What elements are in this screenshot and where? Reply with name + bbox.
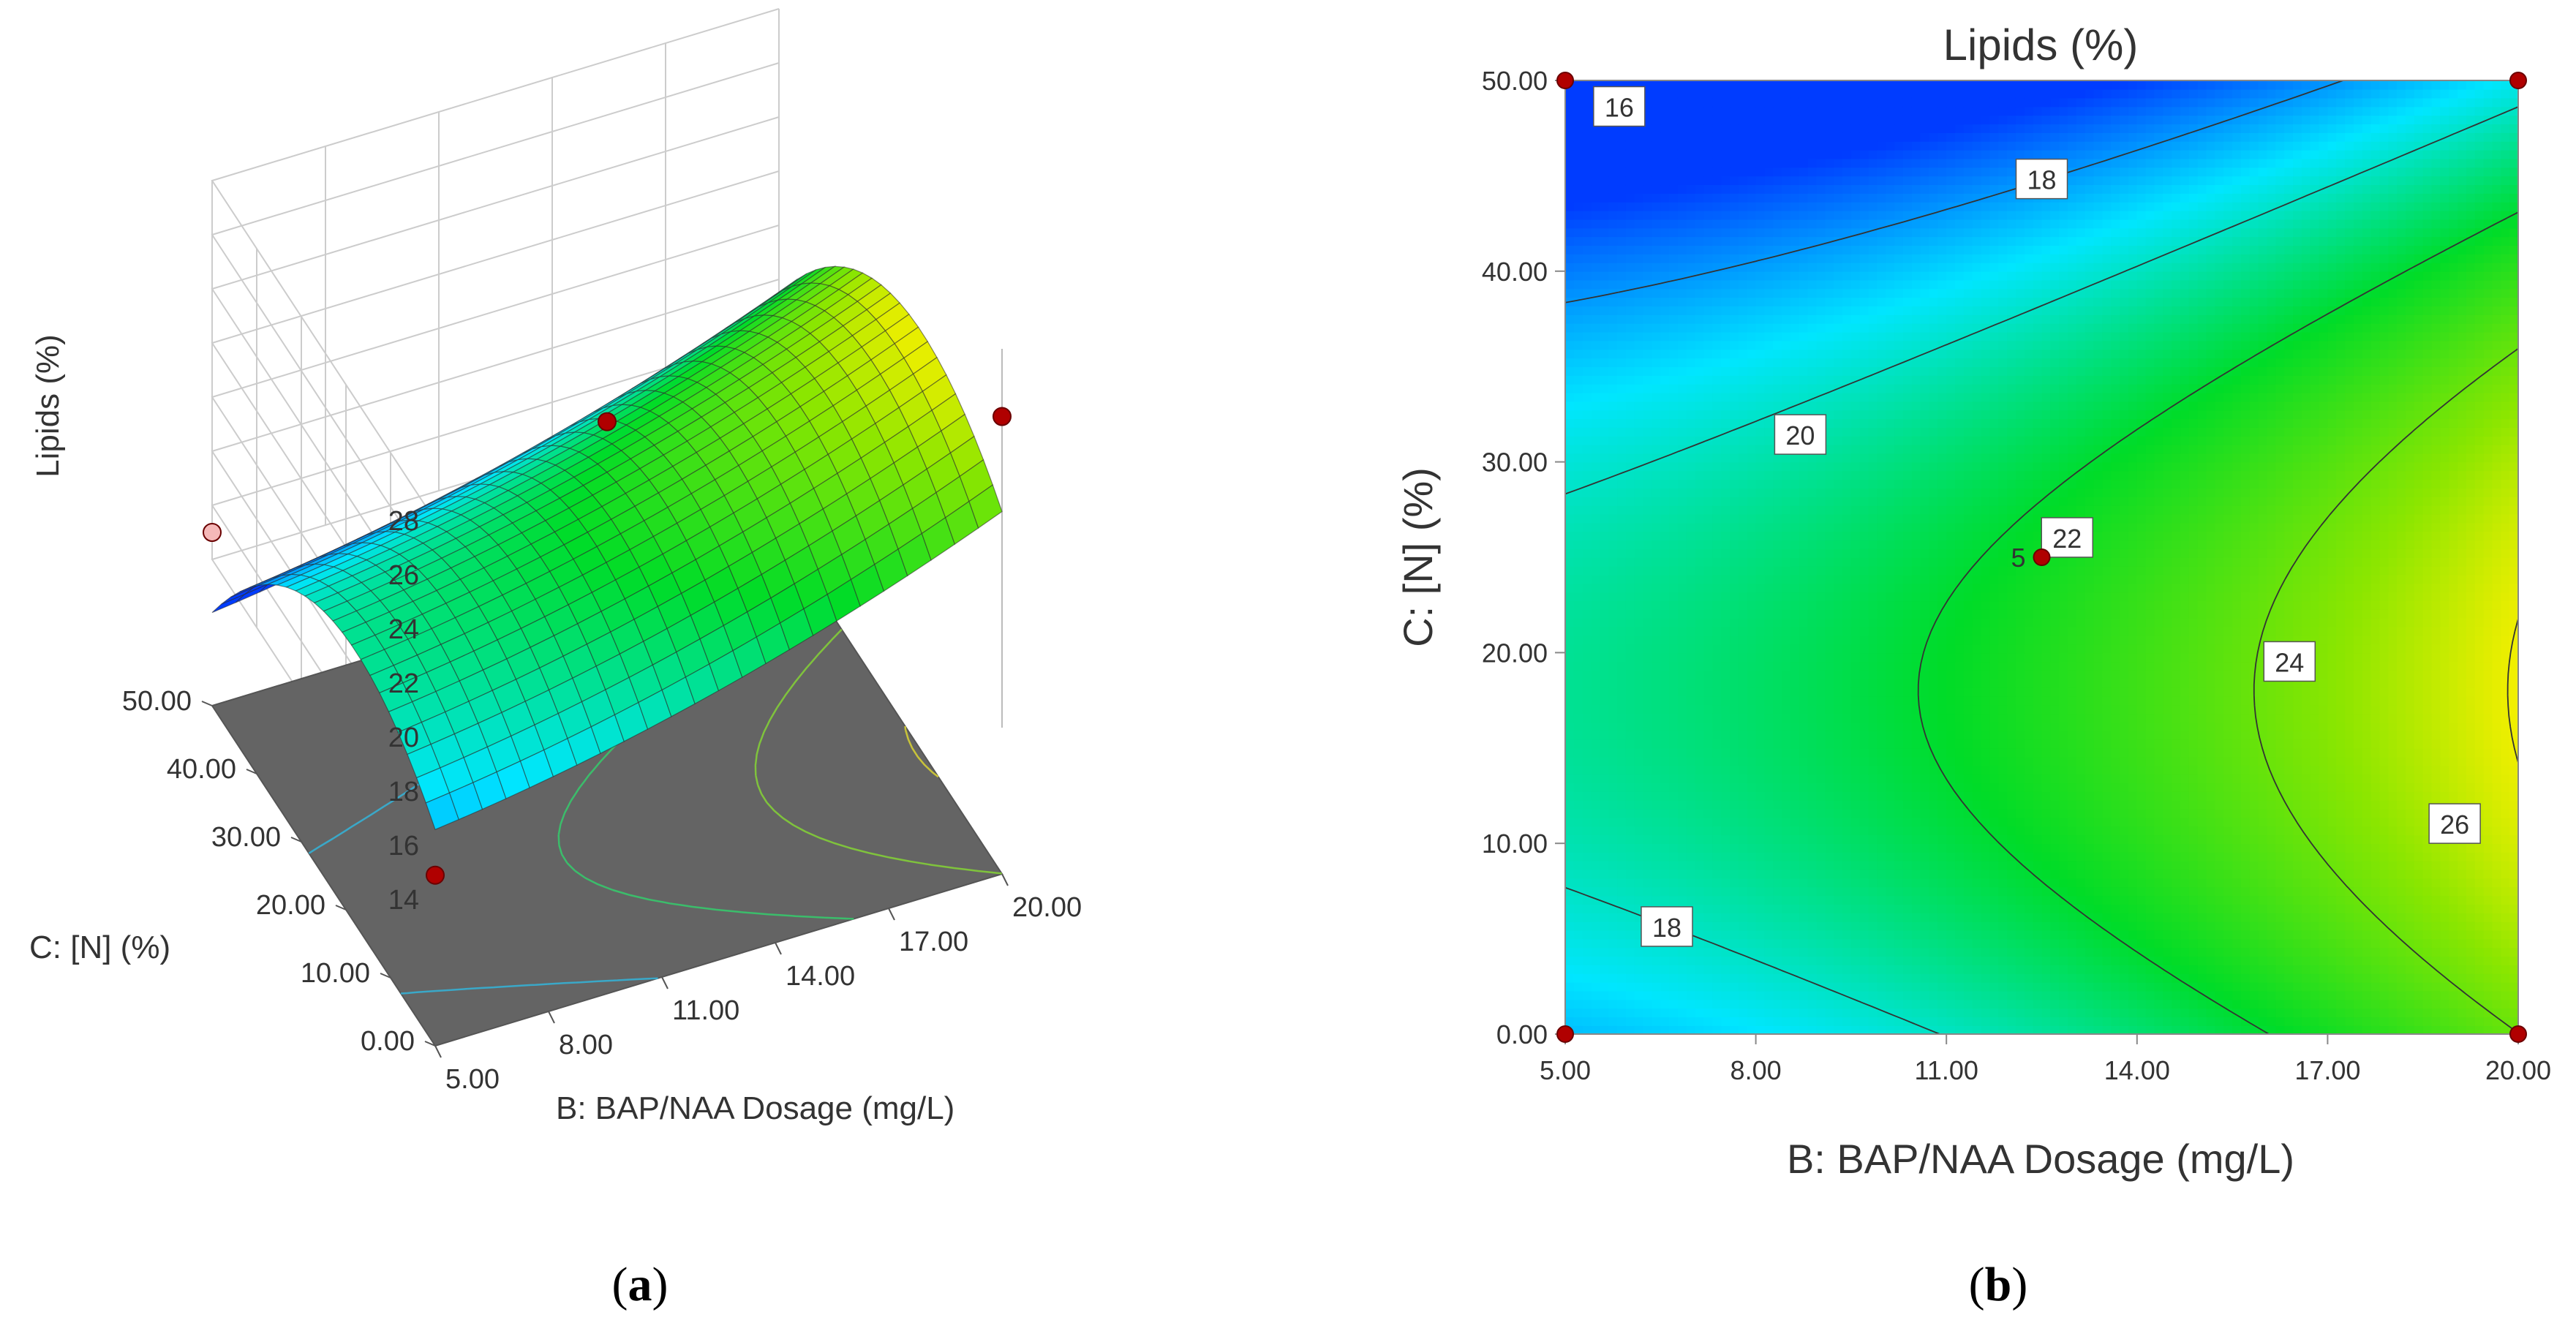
contour-plot-frame	[1564, 80, 2519, 1035]
x-tick-label: 11.00	[1914, 1055, 1978, 1085]
y-tick-label: 30.00	[1482, 448, 1548, 478]
y-tick-label: 30.00	[211, 822, 281, 853]
surface-design-point	[203, 523, 222, 542]
x-tick-label: 20.00	[2485, 1055, 2551, 1085]
z-tick-label: 18	[388, 777, 419, 807]
panel-a-label: (a)	[612, 1258, 669, 1311]
x-tick-label: 17.00	[2294, 1055, 2360, 1085]
contour-level-labels: 16 18 20 22 24 26 18	[1593, 86, 2481, 947]
contour-level-label: 18	[2015, 158, 2068, 200]
y-tick-label: 20.00	[256, 890, 325, 921]
contour-line-16	[1565, 80, 2344, 303]
response-surface	[211, 265, 1003, 831]
surface-z-axis-label: Lipids (%)	[30, 334, 66, 478]
z-tick-label: 28	[388, 506, 419, 537]
contour-y-axis-label: C: [N] (%)	[1395, 467, 1441, 647]
floor-contour-24	[904, 725, 939, 778]
y-tick-label: 0.00	[1496, 1019, 1548, 1049]
contour-plot-panel: 5.00 8.00 11.00 14.00 17.00 20.00 0.00 10.00 20.…	[1395, 20, 2551, 1311]
contour-axis-ticks: 5.00 8.00 11.00 14.00 17.00 20.00 0.00 10.00 20.…	[1482, 66, 2551, 1085]
surface-axis-ticks: 14 16 18 20 22 24 26 28 0.00 10.00 20.00 30.00 40.00…	[122, 506, 1082, 1095]
z-tick-label: 24	[388, 614, 419, 645]
surface-y-axis-label: C: [N] (%)	[29, 930, 170, 965]
design-point	[2033, 548, 2051, 566]
contour-level-label: 16	[1593, 86, 1646, 127]
contour-line-22	[2253, 347, 2518, 1034]
design-point	[2509, 72, 2527, 89]
y-tick-label: 10.00	[1482, 829, 1548, 859]
contour-x-axis-label: B: BAP/NAA Dosage (mg/L)	[1787, 1136, 2294, 1182]
contour-level-label: 26	[2428, 803, 2481, 844]
surface-design-point	[993, 407, 1012, 426]
y-tick-label: 40.00	[1482, 257, 1548, 287]
z-tick-label: 20	[388, 723, 419, 753]
floor-contour-22	[754, 628, 1002, 875]
y-tick-label: 50.00	[122, 686, 192, 717]
contour-design-points: 5	[1556, 72, 2527, 1043]
x-tick-label: 8.00	[1730, 1055, 1782, 1085]
design-point	[1556, 72, 1574, 89]
z-tick-label: 22	[388, 668, 419, 699]
surface-design-point	[598, 412, 617, 431]
contour-line-20	[1917, 211, 2518, 1034]
y-tick-label: 50.00	[1482, 66, 1548, 96]
contour-level-label: 22	[2041, 517, 2093, 558]
z-tick-label: 26	[388, 560, 419, 591]
contour-lines	[1565, 80, 2518, 1034]
contour-title: Lipids (%)	[1943, 20, 2139, 69]
contour-level-label: 20	[1774, 414, 1827, 455]
z-tick-label: 14	[388, 885, 419, 916]
contour-level-label: 24	[2263, 641, 2316, 682]
y-tick-label: 0.00	[361, 1026, 415, 1057]
design-point	[2509, 1025, 2527, 1043]
x-tick-label: 14.00	[2104, 1055, 2170, 1085]
panel-b-label: (b)	[1969, 1258, 2028, 1311]
surface-design-point	[426, 865, 445, 885]
y-tick-label: 10.00	[301, 958, 370, 989]
design-point	[1556, 1025, 1574, 1043]
y-tick-label: 20.00	[1482, 638, 1548, 668]
surface-plot-panel: 14 16 18 20 22 24 26 28 0.00 10.00 20.00 30.00 40.00…	[29, 8, 1082, 1311]
surface-x-axis-label: B: BAP/NAA Dosage (mg/L)	[556, 1090, 954, 1126]
z-tick-label: 16	[388, 831, 419, 861]
x-tick-label: 11.00	[672, 995, 739, 1026]
x-tick-label: 8.00	[559, 1030, 613, 1060]
x-tick-label: 5.00	[1540, 1055, 1591, 1085]
x-tick-label: 5.00	[445, 1064, 500, 1095]
x-tick-label: 20.00	[1012, 892, 1082, 923]
x-tick-label: 17.00	[899, 927, 968, 957]
design-point-count: 5	[2011, 543, 2025, 573]
x-tick-label: 14.00	[786, 961, 855, 992]
surface-design-points	[203, 407, 1012, 885]
contour-heatmap	[1565, 80, 2518, 1034]
y-tick-label: 40.00	[167, 754, 236, 785]
contour-level-label: 18	[1641, 906, 1693, 947]
